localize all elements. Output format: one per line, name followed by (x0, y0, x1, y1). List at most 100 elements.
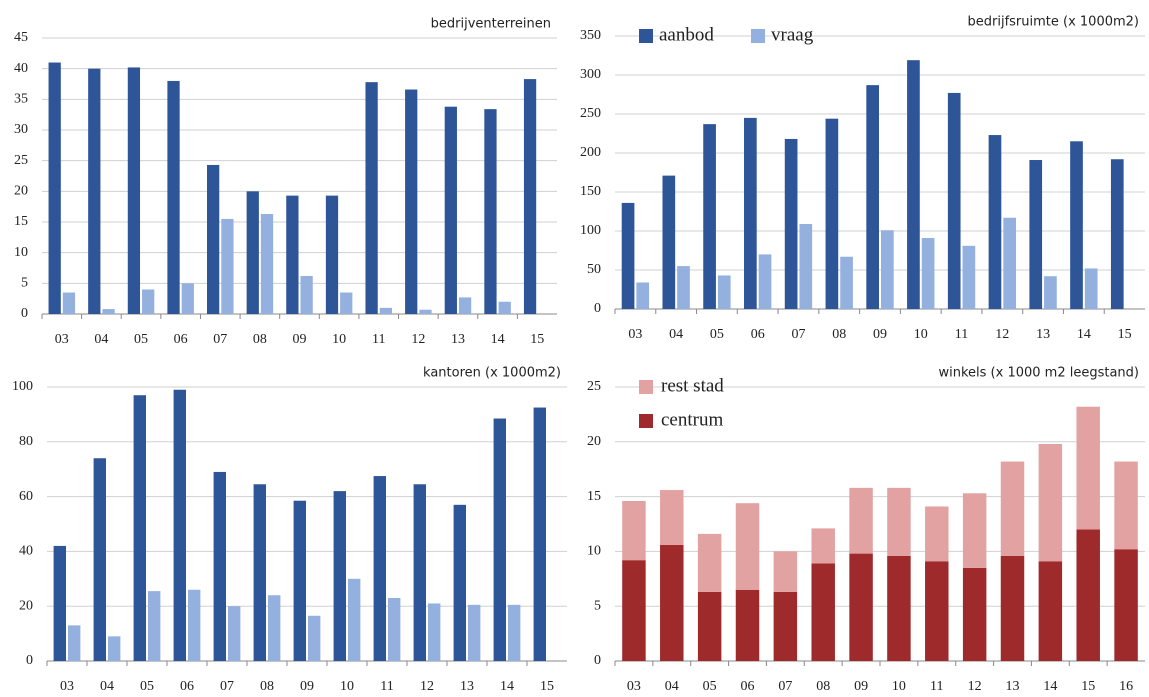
bar (825, 118, 839, 310)
bar-segment (697, 533, 722, 592)
y-tick-label: 20 (587, 434, 601, 449)
bar-segment (773, 591, 798, 661)
y-tick-label: 0 (21, 306, 28, 321)
bar (62, 292, 76, 314)
y-tick-label: 100 (12, 379, 33, 394)
bar (493, 418, 506, 661)
x-tick-label: 14 (1043, 679, 1057, 694)
bar (444, 106, 457, 315)
x-tick-label: 05 (710, 327, 724, 342)
x-tick-label: 07 (220, 679, 234, 694)
bar (636, 282, 650, 309)
bar-segment (925, 561, 949, 661)
bar (48, 62, 61, 315)
x-tick-label: 08 (816, 679, 830, 694)
bar (405, 89, 418, 315)
bar (148, 591, 161, 661)
bar-segment (1000, 555, 1025, 661)
bar-segment (622, 500, 646, 561)
bar-segment (962, 567, 987, 661)
y-tick-label: 20 (19, 598, 33, 613)
bar (188, 589, 201, 661)
y-tick-label: 15 (587, 489, 601, 504)
x-tick-label: 15 (1118, 327, 1132, 342)
bar (947, 92, 961, 309)
x-tick-label: 07 (791, 327, 805, 342)
y-tick-label: 0 (26, 653, 33, 668)
bar (68, 625, 81, 661)
bar (921, 238, 935, 309)
legend-swatch (639, 380, 653, 394)
y-tick-label: 150 (580, 184, 601, 199)
bar (1003, 217, 1016, 309)
x-tick-label: 04 (100, 679, 114, 694)
bar (662, 175, 676, 309)
bar (379, 307, 392, 314)
y-tick-label: 100 (580, 223, 601, 238)
x-tick-label: 08 (260, 679, 274, 694)
y-tick-label: 30 (14, 122, 28, 137)
bar-segment (887, 555, 911, 661)
bar (677, 266, 690, 309)
bar-segment (887, 487, 911, 556)
bar (1070, 141, 1083, 309)
bar-segment (962, 493, 987, 568)
y-tick-label: 40 (14, 61, 28, 76)
bar-segment (849, 553, 873, 661)
x-tick-label: 08 (832, 327, 846, 342)
bar (458, 297, 472, 314)
bar (108, 636, 121, 661)
bar (468, 604, 481, 661)
x-tick-label: 09 (854, 679, 868, 694)
legend-swatch (639, 414, 653, 428)
bar (907, 60, 920, 310)
bar (703, 124, 716, 309)
x-tick-label: 14 (1077, 327, 1091, 342)
y-tick-label: 25 (587, 379, 601, 394)
y-tick-label: 50 (587, 262, 601, 277)
bar (1044, 276, 1057, 309)
y-tick-label: 5 (594, 598, 601, 613)
x-tick-label: 12 (995, 327, 1009, 342)
legend-label: vraag (771, 24, 814, 45)
x-tick-label: 13 (1006, 679, 1020, 694)
x-tick-label: 03 (55, 332, 69, 347)
bar (419, 309, 432, 314)
bar (784, 138, 798, 309)
bar (142, 289, 155, 314)
bar (93, 458, 106, 661)
bar-segment (735, 589, 760, 661)
x-tick-label: 05 (134, 332, 148, 347)
x-tick-label: 08 (253, 332, 267, 347)
bar (1110, 159, 1124, 309)
bar-segment (811, 563, 835, 661)
x-tick-label: 03 (60, 679, 74, 694)
bar (253, 484, 266, 661)
y-tick-label: 15 (14, 214, 28, 229)
bar (428, 603, 441, 661)
bar (621, 202, 635, 309)
bar (348, 578, 361, 661)
bar (213, 471, 226, 661)
bar (340, 292, 353, 314)
x-tick-label: 15 (1081, 679, 1095, 694)
bar (840, 256, 853, 309)
bar-segment (1114, 549, 1138, 661)
bar-segment (1038, 561, 1063, 661)
y-tick-label: 10 (587, 544, 601, 559)
y-tick-label: 300 (580, 67, 601, 82)
bar-segment (622, 560, 646, 661)
bar-segment (697, 591, 722, 661)
bar (268, 595, 281, 661)
chart-title: kantoren (x 1000m2) (423, 366, 561, 381)
x-tick-label: 10 (332, 332, 346, 347)
y-tick-label: 35 (14, 92, 28, 107)
bar-segment (1076, 529, 1100, 661)
bar (365, 82, 378, 314)
bar (881, 230, 894, 309)
bar (388, 597, 401, 661)
bar (308, 615, 321, 661)
bar (484, 109, 497, 314)
bar (293, 500, 306, 661)
